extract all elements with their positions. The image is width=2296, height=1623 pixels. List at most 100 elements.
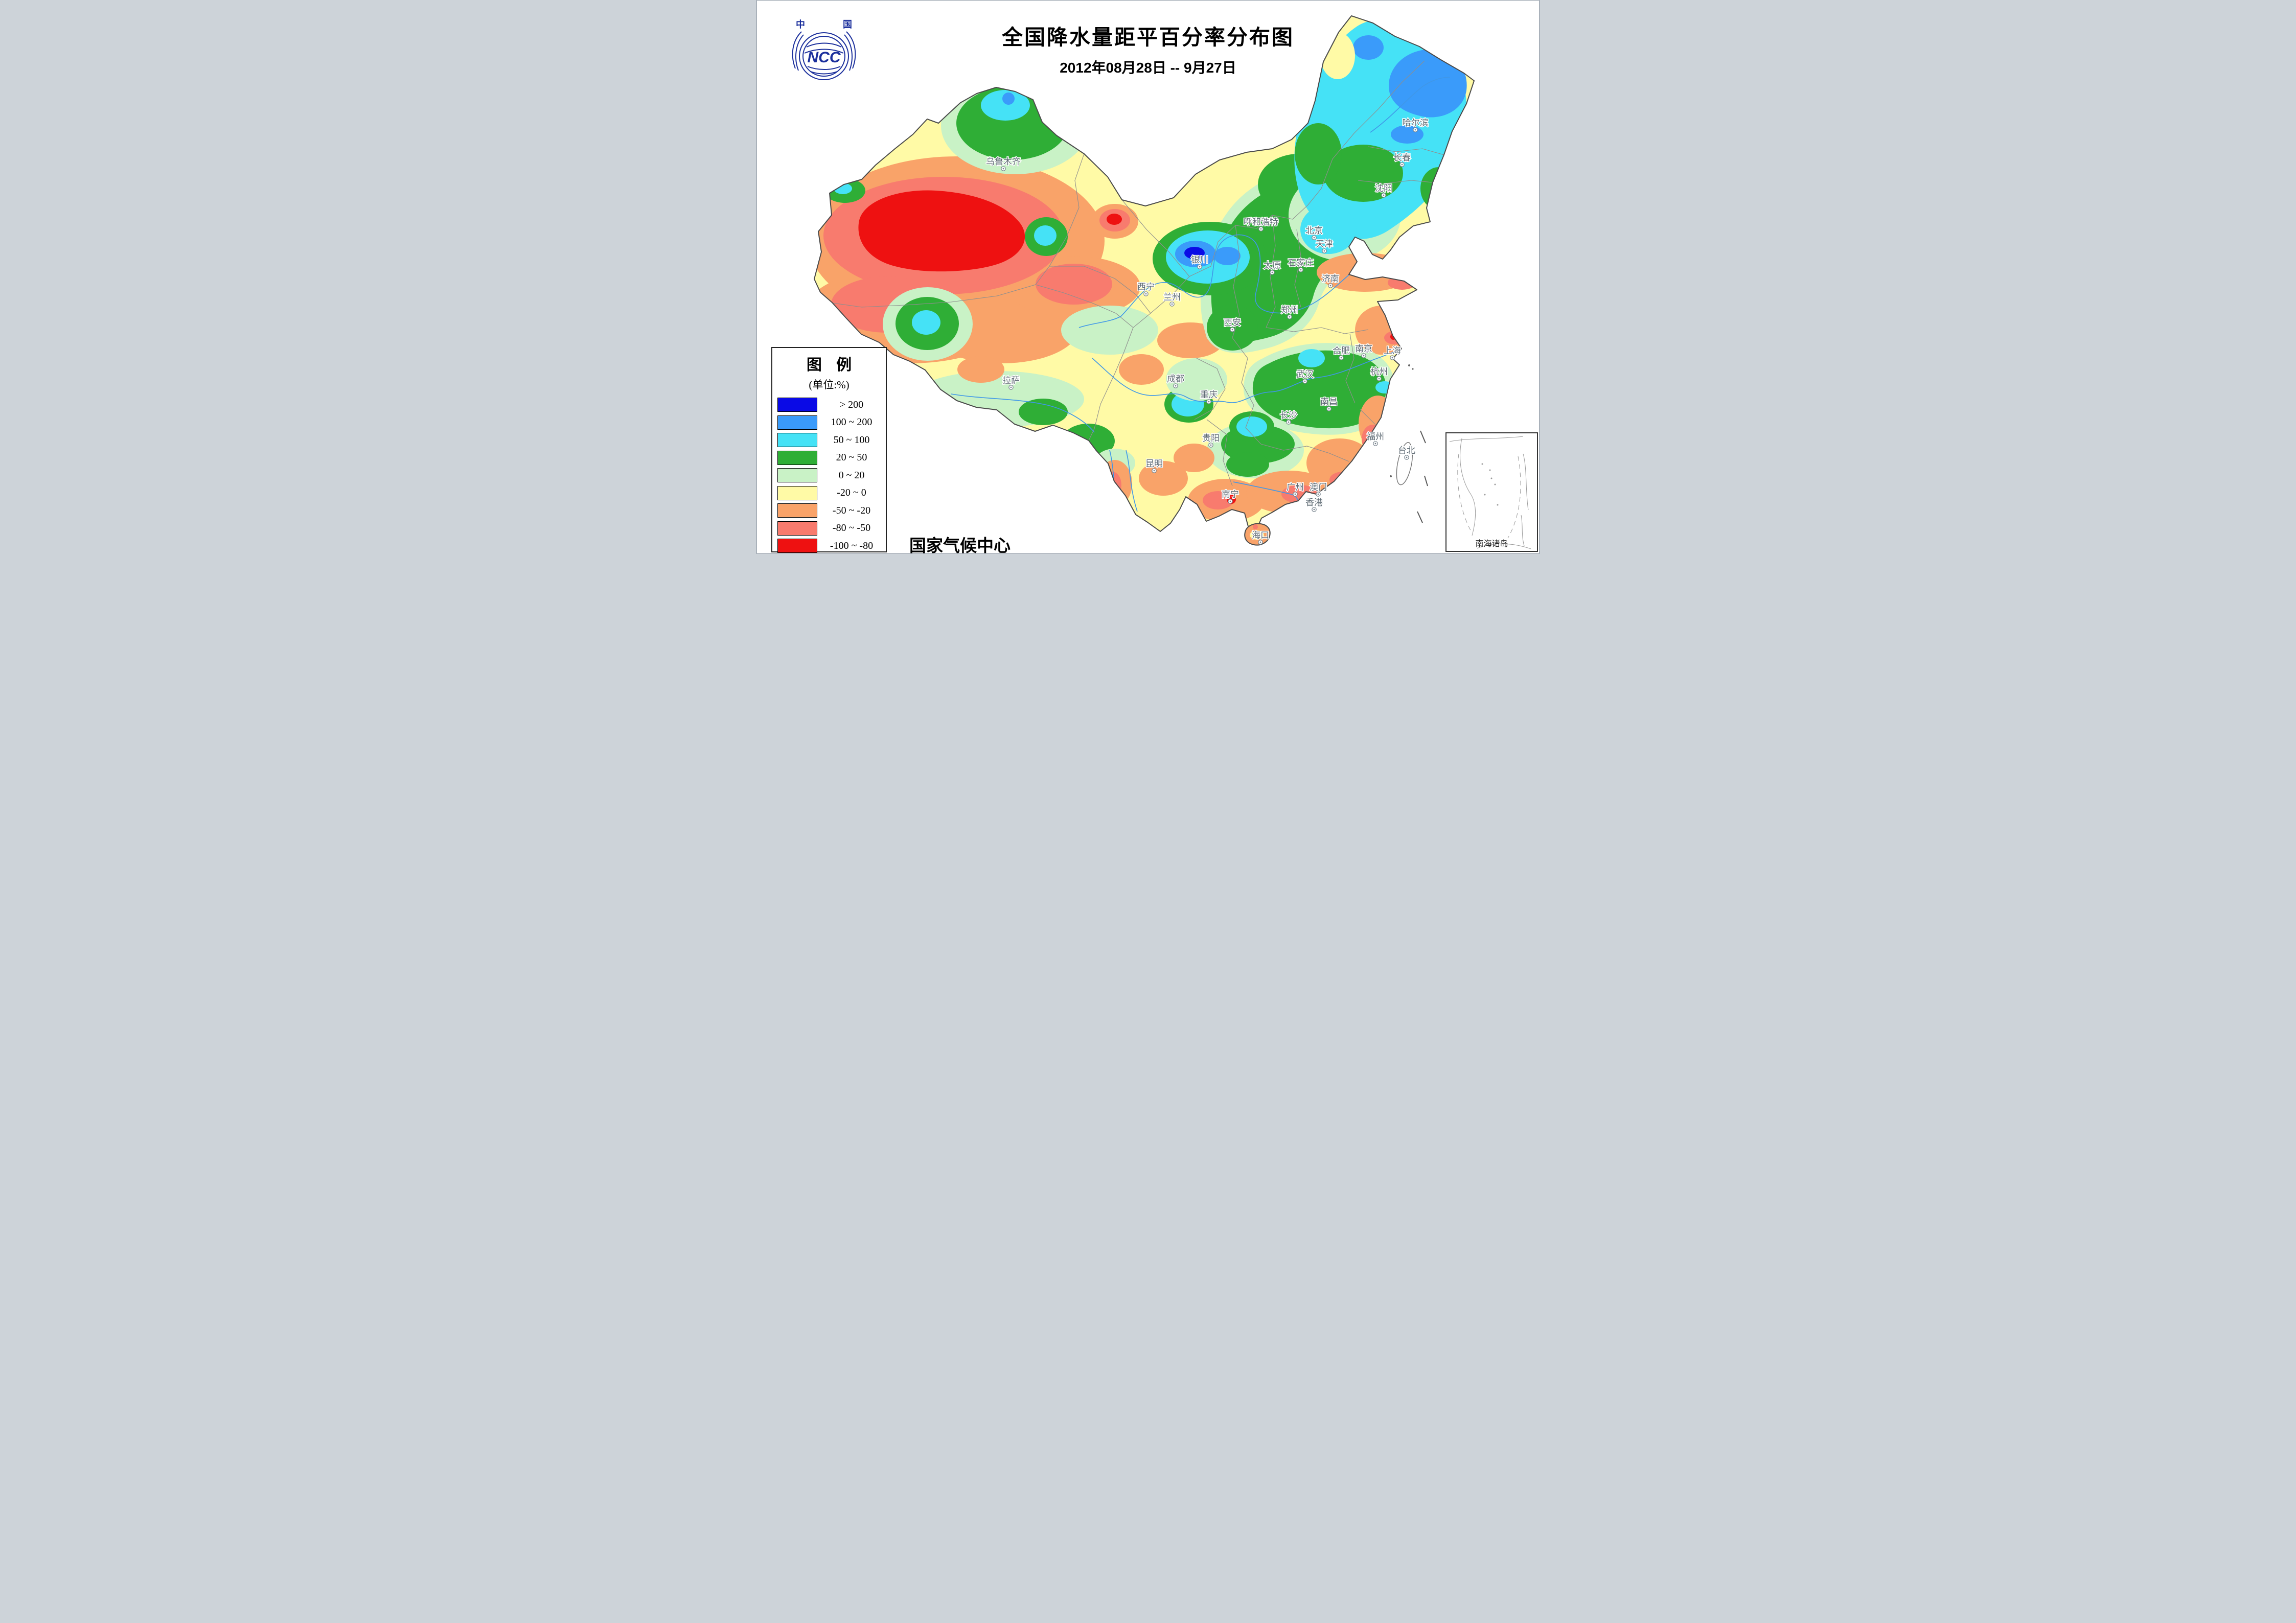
city-南宁: 南宁 [1221, 489, 1240, 504]
city-石家庄: 石家庄 [1287, 258, 1315, 272]
city-marker-dot [1313, 237, 1315, 239]
city-label: 杭州 [1370, 367, 1388, 377]
city-label: 南京 [1355, 344, 1372, 354]
city-澳门: 澳门 [1309, 482, 1328, 497]
legend-label: 0 ~ 20 [838, 469, 865, 481]
city-marker-dot [1304, 380, 1306, 382]
city-呼和浩特: 呼和浩特 [1243, 217, 1279, 231]
city-台北: 台北 [1397, 445, 1416, 460]
city-marker-dot [1231, 329, 1233, 331]
city-济南: 济南 [1321, 273, 1340, 288]
city-郑州: 郑州 [1280, 305, 1299, 319]
city-重庆: 重庆 [1200, 389, 1219, 404]
city-label: 长沙 [1280, 410, 1297, 420]
legend-swatch [777, 468, 817, 483]
city-兰州: 兰州 [1163, 292, 1182, 307]
city-西安: 西安 [1223, 317, 1242, 332]
city-marker-dot [1010, 386, 1012, 388]
city-天津: 天津 [1315, 239, 1334, 253]
city-海口: 海口 [1251, 530, 1270, 545]
legend-swatch [777, 450, 817, 465]
city-marker-dot [1328, 408, 1330, 410]
legend-swatch [777, 415, 817, 430]
city-哈尔滨: 哈尔滨 [1402, 118, 1429, 132]
city-label: 沈阳 [1375, 183, 1392, 193]
logo-char-right: 国 [843, 19, 852, 30]
city-label: 昆明 [1145, 459, 1163, 469]
inset-label: 南海诸岛 [1475, 540, 1508, 548]
city-label: 合肥 [1333, 346, 1350, 356]
city-南京: 南京 [1354, 343, 1373, 358]
city-北京: 北京 [1305, 225, 1324, 240]
city-label: 呼和浩特 [1244, 217, 1278, 227]
source-label: 国家气候中心 [909, 536, 1011, 554]
city-marker-dot [1199, 266, 1201, 268]
city-上海: 上海 [1383, 345, 1402, 360]
city-marker-dot [1229, 500, 1231, 502]
legend-swatch [777, 539, 817, 553]
legend-item: > 200 [772, 396, 886, 414]
city-label: 贵阳 [1202, 433, 1220, 443]
city-拉萨: 拉萨 [1002, 375, 1021, 390]
logo-char-left: 中 [796, 19, 805, 30]
city-label: 拉萨 [1002, 376, 1020, 385]
city-label: 南昌 [1320, 397, 1338, 407]
city-marker-dot [1340, 357, 1342, 359]
city-广州: 广州 [1286, 482, 1305, 497]
province-borders [832, 60, 1444, 486]
city-marker-dot [1294, 493, 1296, 495]
city-太原: 太原 [1263, 260, 1282, 275]
city-label: 太原 [1264, 261, 1281, 270]
city-marker-dot [1414, 129, 1416, 131]
city-label: 上海 [1384, 346, 1401, 356]
legend-label: -100 ~ -80 [830, 540, 874, 551]
city-label: 香港 [1305, 498, 1323, 507]
city-marker-dot [1145, 293, 1147, 295]
page: 乌鲁木齐 哈尔滨 长春 沈阳 呼和浩特 北京 天津 银川 太原 石家庄 济南 西宁 兰州 郑州 西安 合肥 南京… [756, 0, 1540, 554]
city-marker-dot [1271, 271, 1273, 273]
city-label: 北京 [1305, 226, 1323, 236]
city-marker-dot [1171, 303, 1173, 305]
legend-item: 50 ~ 100 [772, 431, 886, 449]
city-香港: 香港 [1305, 497, 1324, 512]
legend-swatch [777, 433, 817, 448]
city-label: 石家庄 [1288, 258, 1314, 268]
city-label: 长春 [1393, 153, 1411, 163]
page-title: 全国降水量距平百分率分布图 [1002, 26, 1294, 49]
city-label: 乌鲁木齐 [986, 157, 1021, 167]
date-range: 2012年08月28日 -- 9月27日 [1060, 60, 1236, 76]
city-福州: 福州 [1366, 431, 1385, 446]
city-marker-dot [1374, 443, 1376, 445]
legend-swatch [777, 485, 817, 500]
city-label: 西宁 [1137, 282, 1155, 292]
legend-label: > 200 [839, 399, 864, 410]
city-长春: 长春 [1393, 152, 1412, 167]
city-marker-dot [1002, 168, 1004, 170]
city-marker-dot [1175, 385, 1177, 387]
city-label: 武汉 [1296, 369, 1314, 379]
city-杭州: 杭州 [1370, 366, 1389, 381]
city-marker-dot [1289, 316, 1291, 318]
city-marker-dot [1363, 355, 1365, 357]
city-marker-dot [1210, 444, 1212, 446]
city-marker-dot [1378, 378, 1380, 380]
city-label: 郑州 [1281, 305, 1298, 315]
city-marker-dot [1329, 285, 1331, 287]
city-marker-dot [1406, 456, 1408, 458]
city-合肥: 合肥 [1332, 345, 1351, 360]
city-marker-dot [1317, 493, 1319, 495]
city-武汉: 武汉 [1296, 369, 1315, 384]
legend-label: 100 ~ 200 [831, 416, 873, 428]
legend-unit: (单位:%) [809, 379, 849, 391]
logo-acronym: NCC [808, 49, 841, 66]
legend-item: 100 ~ 200 [772, 414, 886, 432]
city-长沙: 长沙 [1279, 410, 1298, 425]
city-marker-dot [1300, 269, 1302, 271]
legend-item: -80 ~ -50 [772, 520, 886, 538]
city-marker-dot [1288, 421, 1290, 423]
city-marker-dot [1383, 194, 1385, 196]
city-西宁: 西宁 [1137, 282, 1156, 296]
city-label: 成都 [1167, 374, 1184, 384]
city-乌鲁木齐: 乌鲁木齐 [985, 156, 1022, 171]
